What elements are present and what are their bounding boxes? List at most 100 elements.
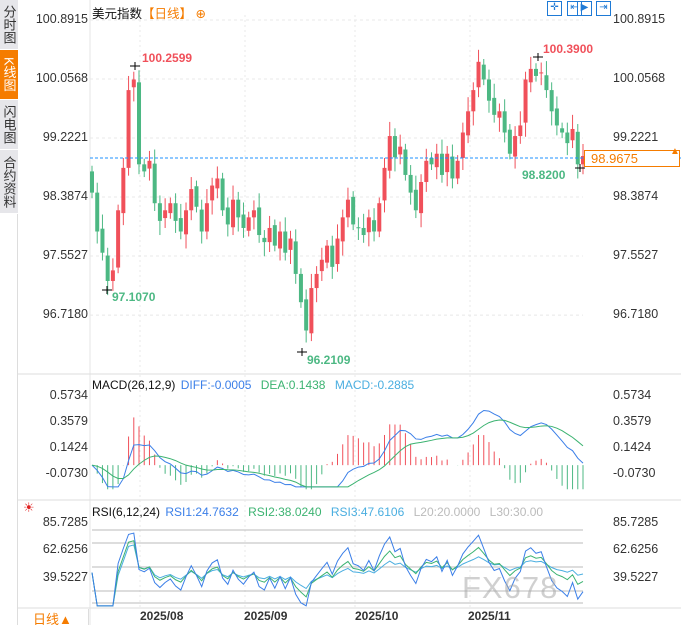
candle <box>408 174 413 193</box>
period-label: 【日线】 <box>142 7 193 21</box>
sidebar: 分时图 K线图 闪电图 合约资料 <box>0 0 18 625</box>
candle <box>372 220 377 232</box>
x-tick-label: 2025/08 <box>140 609 184 623</box>
candle <box>581 156 585 165</box>
low-annotation: 97.1070 <box>112 290 156 304</box>
macd-legend: MACD(26,12,9) DIFF:-0.0005 DEA:0.1438 MA… <box>92 378 420 392</box>
candle <box>241 214 246 228</box>
candle <box>147 160 152 169</box>
candle <box>199 209 204 232</box>
candle <box>319 259 324 272</box>
candle <box>126 90 131 168</box>
candle <box>105 255 110 281</box>
y-tick-label: 99.2221 <box>613 130 659 145</box>
tab-contract-info[interactable]: 合约资料 <box>0 150 18 214</box>
low-annotation: 96.2109 <box>307 353 351 367</box>
y-tick-label: 100.0568 <box>35 71 88 85</box>
candle <box>570 128 575 141</box>
candle <box>533 68 538 76</box>
l20-value: L20:20.0000 <box>413 505 481 519</box>
candle <box>492 97 497 115</box>
candle <box>157 203 162 221</box>
y-tick-label: 97.5527 <box>42 248 88 263</box>
candle <box>528 68 533 83</box>
settings-sun-icon[interactable]: ☀ <box>23 500 35 515</box>
candle <box>565 132 570 144</box>
crosshair-icon[interactable]: ✛ <box>547 1 562 16</box>
candle <box>272 225 277 246</box>
y-tick-label: 0.5734 <box>49 388 88 402</box>
candle <box>481 64 486 80</box>
candle <box>325 245 330 263</box>
candle <box>544 75 549 91</box>
period-selector-button[interactable]: 日线▲ <box>19 609 89 627</box>
candle <box>455 160 460 179</box>
y-tick-label: 0.5734 <box>613 388 652 402</box>
candle <box>450 156 455 179</box>
tab-flash[interactable]: 闪电图 <box>0 100 18 150</box>
candle <box>424 160 429 183</box>
candle <box>429 157 434 165</box>
y-tick-label: -0.0730 <box>45 465 88 480</box>
candle <box>293 241 298 274</box>
candle <box>304 299 309 331</box>
candle <box>575 131 580 165</box>
rsi3-value: RSI3:47.6106 <box>330 505 405 519</box>
candle <box>335 238 340 265</box>
low-annotation: 98.8200 <box>522 168 566 182</box>
fit-range-icon[interactable]: ⇤ <box>567 1 582 16</box>
candle <box>361 227 366 236</box>
y-tick-label: -0.0730 <box>613 465 656 480</box>
arrow-up-icon[interactable]: ▲ <box>670 146 680 157</box>
candle <box>351 196 356 225</box>
candle <box>204 203 209 232</box>
y-tick-label: 39.5227 <box>613 569 659 584</box>
candle <box>121 167 126 214</box>
y-tick-label: 0.3579 <box>613 413 652 428</box>
candle <box>314 273 319 289</box>
macd-title: MACD(26,12,9) <box>92 378 176 392</box>
candle <box>340 217 345 242</box>
candle <box>439 153 444 175</box>
rsi2-line <box>91 540 584 607</box>
y-tick-label: 62.6256 <box>42 542 88 557</box>
candle <box>330 245 335 267</box>
candle <box>476 61 481 88</box>
diff-value: DIFF:-0.0005 <box>180 378 252 392</box>
rsi1-line <box>91 532 584 607</box>
candle <box>434 153 439 168</box>
candle <box>497 111 502 118</box>
instrument-name: 美元指数 <box>92 7 143 21</box>
candle <box>262 237 267 243</box>
candle <box>100 228 105 253</box>
candle <box>283 231 288 253</box>
plus-circle-icon[interactable]: ⊕ <box>195 7 206 21</box>
candle <box>539 72 544 74</box>
y-tick-label: 0.3579 <box>49 413 88 428</box>
y-tick-label: 98.3874 <box>42 189 88 204</box>
candle <box>298 273 303 303</box>
rsi-title: RSI(6,12,24) <box>92 505 161 519</box>
candle <box>554 108 559 126</box>
macd-value: MACD:-0.2885 <box>334 378 415 392</box>
x-tick-label: 2025/09 <box>244 609 288 623</box>
rsi-legend: RSI(6,12,24) RSI1:24.7632 RSI2:38.0240 R… <box>92 505 549 519</box>
candle <box>110 270 115 281</box>
play-forward-icon[interactable]: ▶ <box>577 1 592 16</box>
l30-value: L30:30.00 <box>489 505 544 519</box>
y-tick-label: 62.6256 <box>613 542 659 557</box>
candle <box>225 207 230 225</box>
tab-intraday[interactable]: 分时图 <box>0 0 18 50</box>
jump-latest-icon[interactable]: ⇥ <box>596 1 611 16</box>
candle <box>184 210 189 235</box>
tab-kline[interactable]: K线图 <box>0 50 18 100</box>
high-annotation: 100.3900 <box>543 42 594 56</box>
candle <box>215 178 220 189</box>
candle <box>345 199 350 218</box>
candle <box>445 153 450 173</box>
candle <box>278 231 283 249</box>
candle <box>486 79 491 101</box>
candle <box>518 125 523 137</box>
x-tick-label: 2025/10 <box>355 609 399 623</box>
